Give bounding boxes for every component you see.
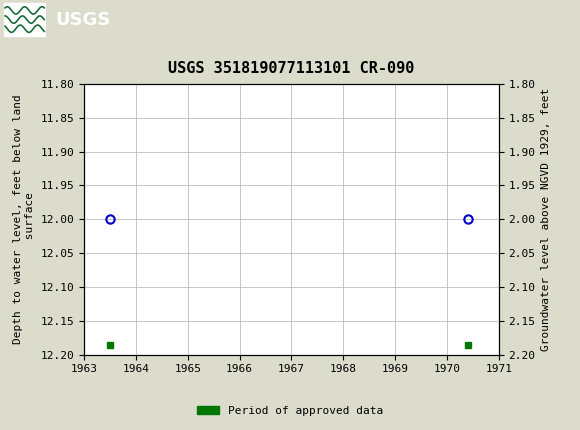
Y-axis label: Depth to water level, feet below land
 surface: Depth to water level, feet below land su… [13, 95, 35, 344]
FancyBboxPatch shape [3, 3, 45, 36]
Title: USGS 351819077113101 CR-090: USGS 351819077113101 CR-090 [168, 61, 415, 76]
Legend: Period of approved data: Period of approved data [193, 401, 387, 420]
Text: USGS: USGS [55, 11, 110, 29]
Y-axis label: Groundwater level above NGVD 1929, feet: Groundwater level above NGVD 1929, feet [541, 88, 551, 351]
